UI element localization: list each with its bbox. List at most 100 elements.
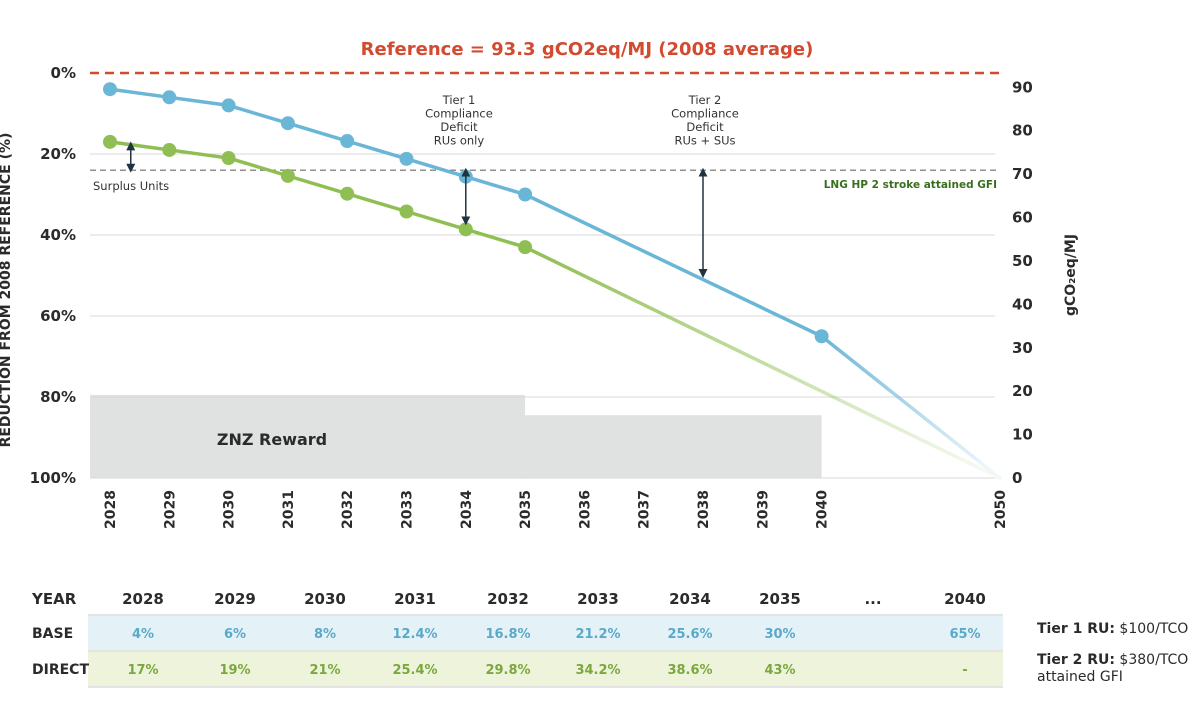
series-direct-point xyxy=(340,186,355,201)
table-header-year: ... xyxy=(864,590,881,608)
tier2-ru-label: Tier 2 RU: xyxy=(1037,652,1115,668)
annotation-line: Compliance xyxy=(671,107,739,121)
x-tick-label: 2038 xyxy=(696,490,712,529)
series-direct-point xyxy=(399,204,414,219)
left-axis-title: REDUCTION FROM 2008 REFERENCE (%) xyxy=(0,133,14,448)
series-direct-line xyxy=(109,140,526,249)
x-tick-label: 2032 xyxy=(340,490,356,529)
table-cell: 4% xyxy=(132,627,154,642)
znz-region-1 xyxy=(90,394,526,478)
series-direct-point xyxy=(221,151,236,166)
x-tick-label: 2039 xyxy=(755,490,771,529)
x-tick-label: 2040 xyxy=(815,490,831,529)
series-direct-point xyxy=(518,240,533,255)
left-tick-label: 0% xyxy=(51,64,76,82)
x-tick-label: 2029 xyxy=(162,490,178,529)
annotation-line: RUs + SUs xyxy=(674,134,735,148)
series-base-point xyxy=(221,98,236,113)
table-row-direct-bg xyxy=(88,652,1003,686)
series-base-point xyxy=(399,151,414,166)
series-base-point xyxy=(103,82,117,97)
table-cell: 6% xyxy=(224,627,246,642)
series-direct-extension xyxy=(523,245,1002,480)
annotation-line: RUs only xyxy=(434,134,485,148)
series-direct-point xyxy=(280,168,295,183)
data-table: YEAR 2028 2029 2030 2031 2032 2033 2034 2035... 2… xyxy=(31,590,1003,688)
series-base-extension xyxy=(819,334,1002,480)
x-axis-ticks: 2028 2029 2030 2031 2032 2033 2034 2035 2036 2037… xyxy=(103,490,1009,529)
table-header-label: YEAR xyxy=(31,590,77,608)
right-tick-label: 80 xyxy=(1012,122,1033,140)
tier1-ru-label: Tier 1 RU: xyxy=(1037,621,1115,637)
table-header-year: 2035 xyxy=(759,590,801,608)
x-tick-label: 2050 xyxy=(993,490,1009,529)
table-header-year: 2031 xyxy=(394,590,436,608)
series-direct-point xyxy=(162,142,177,157)
znz-reward-area xyxy=(90,394,822,478)
tier1-ru-value: $100/TCO xyxy=(1115,621,1188,637)
annotation-line: Tier 1 xyxy=(442,93,476,107)
table-cell: 65% xyxy=(949,627,980,642)
table-cell: 43% xyxy=(764,663,795,678)
series-base-point xyxy=(814,329,829,344)
table-cell: 34.2% xyxy=(575,663,620,678)
left-tick-label: 20% xyxy=(40,145,76,163)
right-axis-ticks: 90 80 70 60 50 40 30 20 10 0 xyxy=(1012,78,1033,487)
gridlines xyxy=(90,153,995,479)
table-cell: 17% xyxy=(127,663,158,678)
znz-region-2 xyxy=(525,415,822,478)
right-tick-label: 40 xyxy=(1012,295,1033,313)
right-tick-label: 60 xyxy=(1012,209,1033,227)
left-tick-label: 60% xyxy=(40,307,76,325)
right-tick-label: 70 xyxy=(1012,165,1033,183)
table-row-base-label: BASE xyxy=(32,626,73,642)
table-cell: 25.4% xyxy=(392,663,437,678)
x-tick-label: 2033 xyxy=(400,490,416,529)
x-tick-label: 2031 xyxy=(281,490,297,529)
series-direct-point xyxy=(103,134,117,149)
tier2-ru-note: Tier 2 RU: $380/TCO xyxy=(1037,652,1188,668)
right-tick-label: 90 xyxy=(1012,78,1033,96)
surplus-units-label: Surplus Units xyxy=(93,179,169,193)
table-cell: 21% xyxy=(309,663,340,678)
series-base-point xyxy=(340,134,355,149)
table-cell: 29.8% xyxy=(485,663,530,678)
x-tick-label: 2035 xyxy=(518,490,534,529)
table-cell: 25.6% xyxy=(667,627,712,642)
table-header-year: 2032 xyxy=(487,590,529,608)
table-header-year: 2030 xyxy=(304,590,346,608)
chart-title: Reference = 93.3 gCO2eq/MJ (2008 average… xyxy=(361,39,814,60)
table-header-year: 2029 xyxy=(214,590,256,608)
annotation-line: Tier 2 xyxy=(688,93,722,107)
tier2-ru-continued: attained GFI xyxy=(1037,669,1123,685)
right-tick-label: 10 xyxy=(1012,426,1033,444)
table-cell: 16.8% xyxy=(485,627,530,642)
table-header-year: 2028 xyxy=(122,590,164,608)
right-tick-label: 20 xyxy=(1012,382,1033,400)
right-tick-label: 0 xyxy=(1012,469,1022,487)
table-header-year: 2034 xyxy=(669,590,711,608)
table-cell: 30% xyxy=(764,627,795,642)
left-tick-label: 100% xyxy=(30,469,76,487)
table-cell: 12.4% xyxy=(392,627,437,642)
table-cell: 8% xyxy=(314,627,336,642)
annotation-line: Deficit xyxy=(440,120,478,134)
left-tick-label: 40% xyxy=(40,226,76,244)
x-tick-label: 2037 xyxy=(637,490,653,529)
series-base-point xyxy=(280,116,295,131)
annotation-line: Deficit xyxy=(686,120,724,134)
left-tick-label: 80% xyxy=(40,388,76,406)
right-tick-label: 30 xyxy=(1012,339,1033,357)
lng-threshold-label: LNG HP 2 stroke attained GFI xyxy=(824,179,997,191)
table-header-year: 2033 xyxy=(577,590,619,608)
table-cell: - xyxy=(962,663,967,678)
deficit-arrows xyxy=(126,141,708,278)
annotation-line: Compliance xyxy=(425,107,493,121)
table-cell: 38.6% xyxy=(667,663,712,678)
table-cell: 21.2% xyxy=(575,627,620,642)
table-row-base-bg xyxy=(88,616,1003,650)
series-base-point xyxy=(518,187,533,202)
table-cell: 19% xyxy=(219,663,250,678)
table-row-direct-label: DIRECT xyxy=(32,662,89,678)
